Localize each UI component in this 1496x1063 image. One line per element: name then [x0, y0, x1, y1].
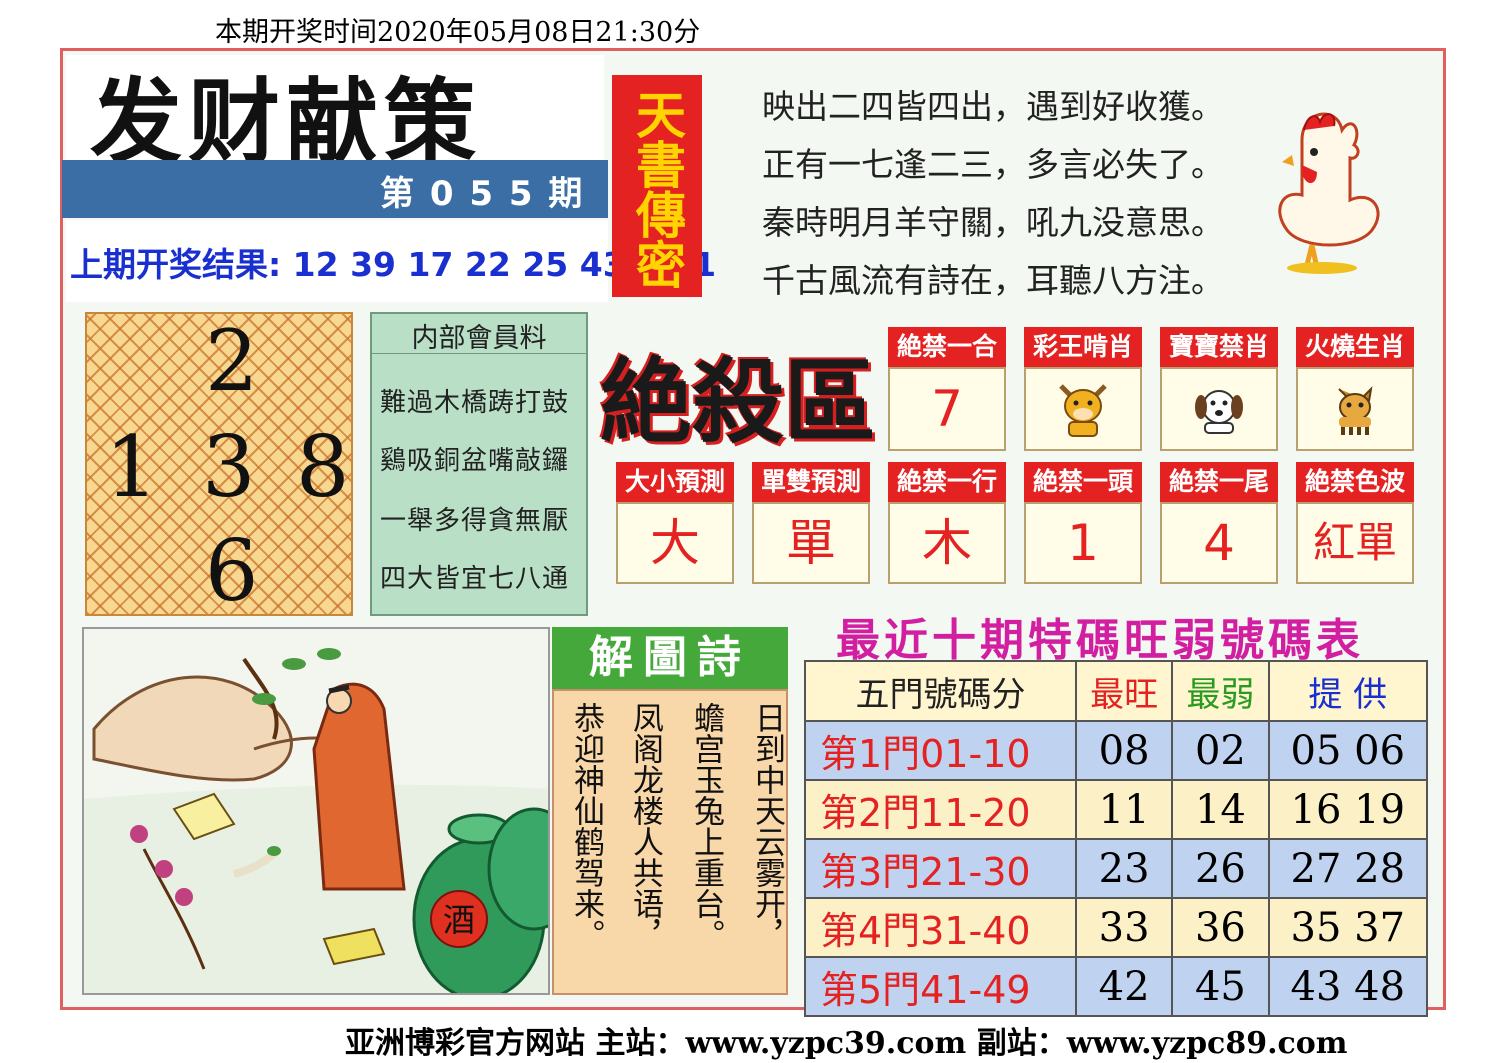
table-header-row: 五門號碼分 最旺 最弱 提 供 [804, 660, 1429, 722]
title-box [66, 55, 604, 163]
member-info-box [370, 312, 588, 616]
door-range: 第1門01-10 [804, 720, 1077, 781]
jietu-body [552, 689, 788, 995]
hot-cold-table: 五門號碼分 最旺 最弱 提 供 第1門01-10 08 02 05 06 第2門… [804, 660, 1429, 1017]
offer-numbers: 27 28 [1267, 838, 1429, 899]
offer-numbers: 35 37 [1267, 897, 1429, 958]
pick-label: 絶禁一行 [888, 462, 1006, 502]
pick-value: 4 [1203, 514, 1235, 572]
pick-card: 絶禁一行 木 [888, 462, 1006, 584]
pick-card: 火燒生肖 [1296, 327, 1414, 451]
scene-illustration: 酒 [84, 648, 548, 993]
jue-sha-title: 絶殺區 [600, 348, 877, 456]
hot-number: 08 [1074, 720, 1174, 781]
cold-number: 26 [1171, 838, 1270, 899]
jietu-column: 蟾宫玉兔上重台。 [688, 702, 724, 950]
poem-line: 秦時明月羊守關，吼九没意思。 [762, 203, 1224, 242]
pick-value: 單 [786, 514, 836, 572]
pick-card: 彩王啃肖 [1024, 327, 1142, 451]
issue-number: 第 0 5 5 期 [380, 174, 585, 214]
pick-label: 火燒生肖 [1296, 327, 1414, 367]
wine-jar-label: 酒 [443, 901, 475, 939]
member-line: 難過木橋踌打鼓 [380, 388, 570, 418]
pick-card: 寶寶禁肖 [1160, 327, 1278, 451]
footer-websites: 亚洲博彩官方网站 主站：www.yzpc39.com 副站：www.yzpc89… [345, 1026, 1348, 1061]
rooster-icon [1278, 112, 1380, 274]
pick-value: 7 [931, 380, 963, 438]
member-line: 四大皆宜七八通 [380, 564, 570, 594]
pick-label: 絶禁一合 [888, 327, 1006, 367]
cold-number: 14 [1171, 779, 1270, 840]
pick-value: 1 [1067, 514, 1099, 572]
page-title: 发财献策 [90, 69, 483, 176]
pick-label: 絶禁色波 [1296, 462, 1414, 502]
table-row: 第1門01-10 08 02 05 06 [804, 720, 1429, 781]
horse-icon [1338, 386, 1373, 435]
offer-numbers: 43 48 [1267, 956, 1429, 1017]
lucky-number-grid [85, 312, 353, 616]
pick-card: 單雙預測 單 [752, 462, 870, 584]
pick-value: 木 [922, 514, 972, 572]
draw-time: 本期开奖时间2020年05月08日21:30分 [215, 17, 701, 48]
grid-number-bottom: 6 [205, 522, 259, 620]
last-result: 上期开奖结果: 12 39 17 22 25 43 特01 [70, 245, 717, 284]
member-line: 鷄吸銅盆嘴敲鑼 [380, 446, 570, 476]
member-info-title: 内部會員料 [372, 316, 586, 354]
pick-label: 寶寶禁肖 [1160, 327, 1278, 367]
pick-label: 彩王啃肖 [1024, 327, 1142, 367]
offer-numbers: 05 06 [1267, 720, 1429, 781]
pick-card: 絶禁一合 7 [888, 327, 1006, 451]
ox-icon [1059, 384, 1107, 437]
cold-number: 45 [1171, 956, 1270, 1017]
table-header: 最弱 [1171, 660, 1270, 722]
door-range: 第3門21-30 [804, 838, 1077, 899]
table-row: 第5門41-49 42 45 43 48 [804, 956, 1429, 1017]
pick-card: 絶禁色波 紅單 [1296, 462, 1414, 584]
hot-number: 11 [1074, 779, 1174, 840]
pick-label: 絶禁一尾 [1160, 462, 1278, 502]
pick-card: 絶禁一尾 4 [1160, 462, 1278, 584]
cold-number: 02 [1171, 720, 1270, 781]
table-header: 最旺 [1074, 660, 1174, 722]
hot-number: 42 [1074, 956, 1174, 1017]
jietu-column: 日到中天云雾开， [749, 702, 785, 950]
hot-number: 33 [1074, 897, 1174, 958]
cold-number: 36 [1171, 897, 1270, 958]
table-header: 五門號碼分 [804, 660, 1077, 722]
pick-label: 大小預測 [616, 462, 734, 502]
pick-card: 大小預測 大 [616, 462, 734, 584]
jietu-title: 解圖詩 [552, 627, 788, 689]
hot-cold-table-title: 最近十期特碼旺弱號碼表 [836, 615, 1364, 666]
door-range: 第2門11-20 [804, 779, 1077, 840]
member-line: 一舉多得貪無厭 [380, 506, 570, 536]
door-range: 第5門41-49 [804, 956, 1077, 1017]
grid-number-right: 8 [296, 418, 350, 516]
offer-numbers: 16 19 [1267, 779, 1429, 840]
pick-label: 單雙預測 [752, 462, 870, 502]
table-header: 提 供 [1267, 660, 1429, 722]
grid-number-left: 1 [105, 418, 159, 516]
table-row: 第4門31-40 33 36 35 37 [804, 897, 1429, 958]
poem-line: 千古風流有詩在，耳聽八方注。 [762, 261, 1224, 300]
last-result-box [66, 220, 608, 302]
pick-value: 大 [650, 514, 700, 572]
door-range: 第4門31-40 [804, 897, 1077, 958]
issue-bar [62, 160, 608, 218]
tianshu-banner: 天書傳密 [612, 75, 702, 297]
hot-number: 23 [1074, 838, 1174, 899]
pick-card: 絶禁一頭 1 [1024, 462, 1142, 584]
pick-label: 絶禁一頭 [1024, 462, 1142, 502]
poem-illustration: 酒 [82, 627, 550, 995]
table-row: 第2門11-20 11 14 16 19 [804, 779, 1429, 840]
jietu-column: 恭迎神仙鹤驾来。 [568, 702, 604, 950]
grid-number-center: 3 [202, 418, 256, 516]
table-row: 第3門21-30 23 26 27 28 [804, 838, 1429, 899]
poem-line: 映出二四皆四出，遇到好收獲。 [762, 87, 1224, 126]
jietu-column: 凤阁龙楼人共语， [627, 702, 663, 950]
grid-number-top: 2 [205, 312, 259, 410]
dog-icon [1195, 390, 1243, 434]
pick-value: 紅單 [1312, 518, 1397, 567]
poem-line: 正有一七逢二三，多言必失了。 [762, 145, 1224, 184]
